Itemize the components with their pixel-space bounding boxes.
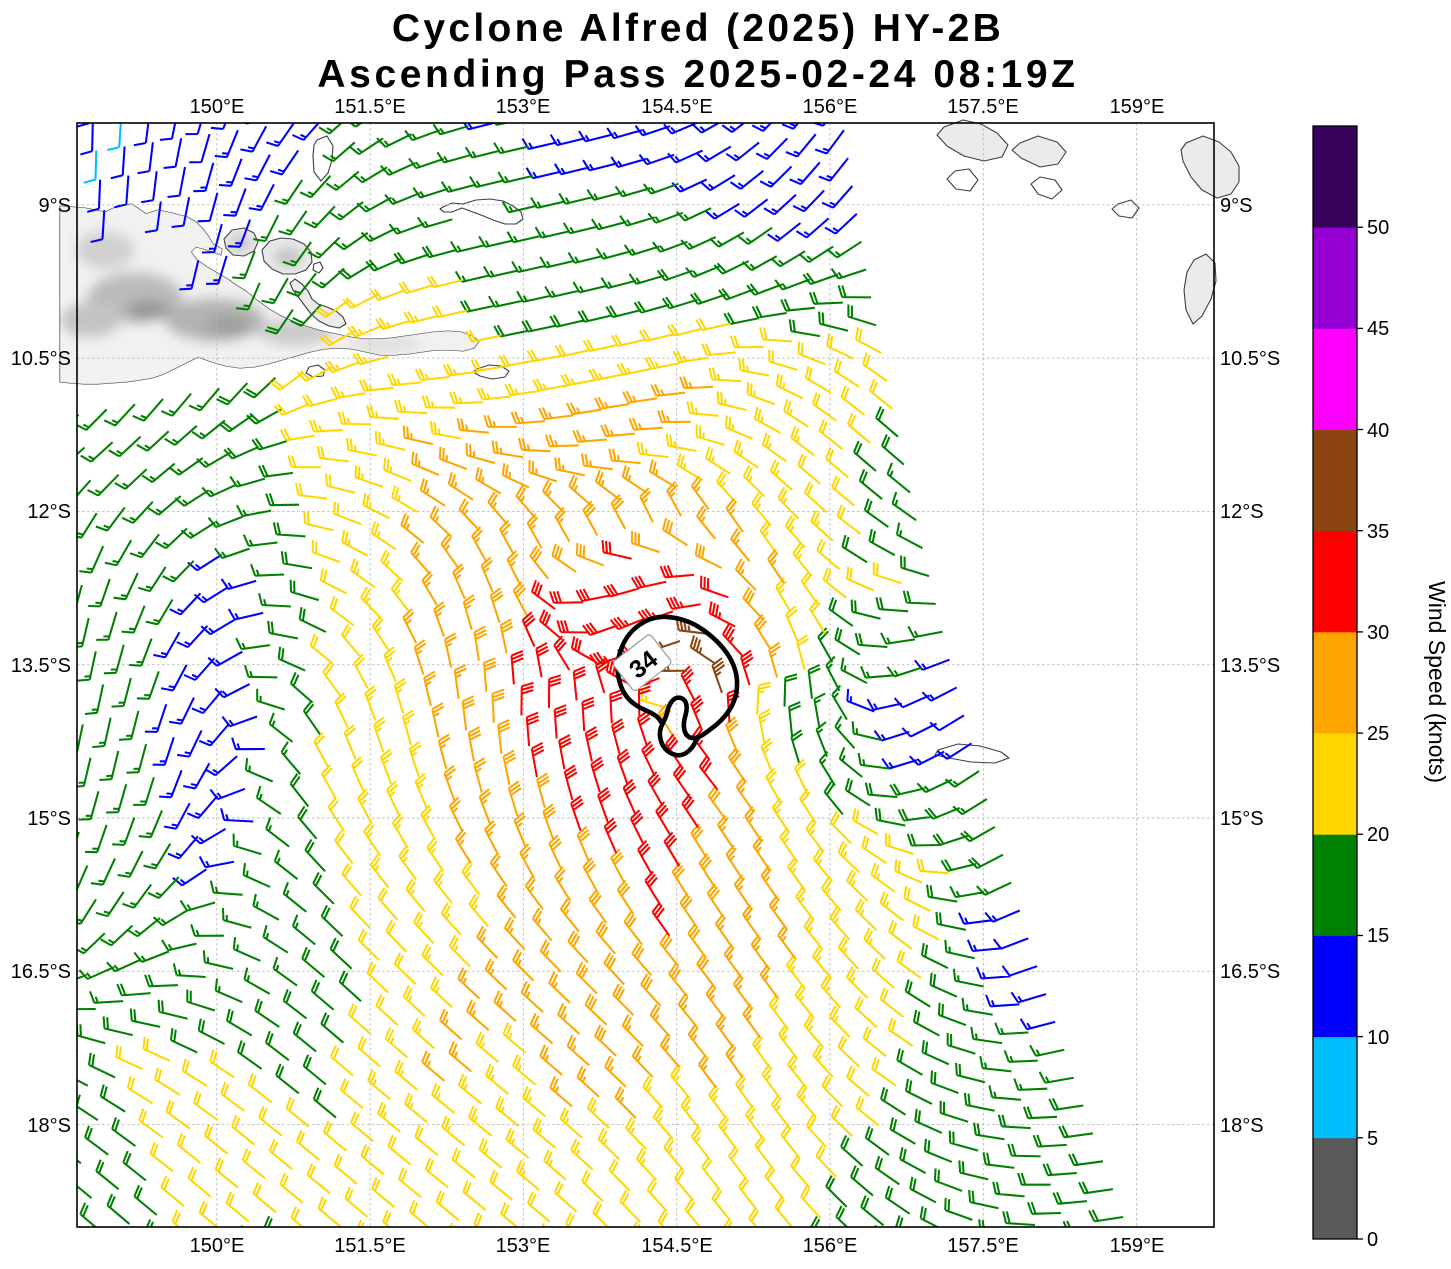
svg-text:159°E: 159°E xyxy=(1110,96,1165,118)
svg-text:12°S: 12°S xyxy=(1220,501,1264,523)
svg-text:30: 30 xyxy=(1367,622,1389,644)
svg-text:20: 20 xyxy=(1367,824,1389,846)
svg-text:154.5°E: 154.5°E xyxy=(641,96,712,118)
svg-text:Wind Speed (knots): Wind Speed (knots) xyxy=(1424,581,1450,783)
svg-text:13.5°S: 13.5°S xyxy=(11,655,71,677)
svg-text:153°E: 153°E xyxy=(496,96,551,118)
svg-text:154.5°E: 154.5°E xyxy=(641,1235,712,1257)
svg-text:Cyclone Alfred (2025) HY-2B: Cyclone Alfred (2025) HY-2B xyxy=(392,7,1004,50)
svg-text:0: 0 xyxy=(1367,1229,1378,1251)
svg-text:159°E: 159°E xyxy=(1110,1235,1165,1257)
svg-text:156°E: 156°E xyxy=(803,1235,858,1257)
svg-text:35: 35 xyxy=(1367,521,1389,543)
svg-text:151.5°E: 151.5°E xyxy=(334,96,405,118)
svg-text:9°S: 9°S xyxy=(1220,195,1252,217)
svg-text:50: 50 xyxy=(1367,217,1389,239)
svg-text:15°S: 15°S xyxy=(1220,808,1264,830)
svg-text:45: 45 xyxy=(1367,318,1389,340)
svg-text:156°E: 156°E xyxy=(803,96,858,118)
svg-text:150°E: 150°E xyxy=(190,96,245,118)
svg-text:18°S: 18°S xyxy=(27,1115,71,1137)
svg-text:9°S: 9°S xyxy=(39,195,71,217)
svg-text:40: 40 xyxy=(1367,420,1389,442)
svg-text:10: 10 xyxy=(1367,1027,1389,1049)
svg-text:13.5°S: 13.5°S xyxy=(1220,655,1280,677)
svg-text:157.5°E: 157.5°E xyxy=(947,96,1018,118)
svg-text:16.5°S: 16.5°S xyxy=(1220,961,1280,983)
svg-text:10.5°S: 10.5°S xyxy=(1220,348,1280,370)
svg-text:153°E: 153°E xyxy=(496,1235,551,1257)
svg-text:10.5°S: 10.5°S xyxy=(11,348,71,370)
svg-text:157.5°E: 157.5°E xyxy=(947,1235,1018,1257)
svg-text:Ascending Pass 2025-02-24 08:1: Ascending Pass 2025-02-24 08:19Z xyxy=(317,53,1078,96)
svg-text:16.5°S: 16.5°S xyxy=(11,961,71,983)
svg-text:151.5°E: 151.5°E xyxy=(334,1235,405,1257)
svg-text:15: 15 xyxy=(1367,925,1389,947)
svg-text:150°E: 150°E xyxy=(190,1235,245,1257)
svg-text:18°S: 18°S xyxy=(1220,1115,1264,1137)
svg-text:25: 25 xyxy=(1367,723,1389,745)
svg-text:5: 5 xyxy=(1367,1128,1378,1150)
svg-text:12°S: 12°S xyxy=(27,501,71,523)
svg-text:15°S: 15°S xyxy=(27,808,71,830)
